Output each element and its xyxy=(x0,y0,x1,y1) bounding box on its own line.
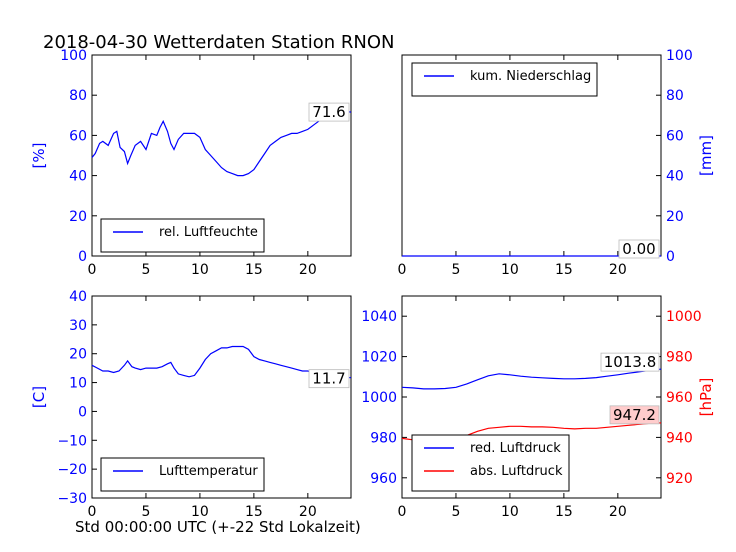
annotation-box xyxy=(609,405,660,425)
annotation-label: 0.00 xyxy=(622,240,655,258)
y-tick-label: 1040 xyxy=(361,309,397,325)
pressure-ylabel: [hPa] xyxy=(697,378,715,417)
legend-box xyxy=(100,457,265,492)
y-tick-label: 100 xyxy=(666,48,693,64)
legend-entry: Lufttemperatur xyxy=(159,464,258,479)
pressure-legend: red. Luftdruck abs. Luftdruck xyxy=(411,434,570,492)
annotation-box xyxy=(308,102,350,122)
x-tick-label: 0 xyxy=(398,262,407,278)
y-tick-label: 20 xyxy=(666,209,684,225)
pressure-ticks: 0 5 10 15 20 960 980 1000 1020 1040 920 940 960 980 10… xyxy=(361,296,702,520)
y-tick-label: 0 xyxy=(78,249,87,265)
annotation-box xyxy=(600,352,660,372)
y-tick-label: 80 xyxy=(666,88,684,104)
pressure-annotation: 1013.8 947.2 xyxy=(600,352,660,425)
y-tick-label: 40 xyxy=(666,169,684,185)
humidity-series-line xyxy=(91,108,352,177)
x-tick-label: 20 xyxy=(299,504,317,520)
y-tick-label: 960 xyxy=(370,471,397,487)
humidity-panel: 0 5 10 15 20 0 20 40 60 80 100 [%] rel. Luftfeucht… xyxy=(30,48,352,278)
x-tick-label: 15 xyxy=(555,262,573,278)
y-tick-label: 40 xyxy=(69,289,87,305)
annotation-label: 71.6 xyxy=(312,103,345,121)
x-tick-label: 0 xyxy=(88,262,97,278)
temperature-panel: 0 5 10 15 20 −30 −20 −10 0 10 20 30 40 [C] Lufttempe… xyxy=(30,289,352,520)
page-title: 2018-04-30 Wetterdaten Station RNON xyxy=(43,32,394,53)
temperature-ylabel: [C] xyxy=(30,386,48,408)
y-tick-label: −30 xyxy=(57,491,87,507)
legend-box xyxy=(411,62,598,97)
x-tick-label: 0 xyxy=(88,504,97,520)
x-tick-label: 20 xyxy=(609,262,627,278)
x-tick-label: 0 xyxy=(398,504,407,520)
humidity-ticks: 0 5 10 15 20 0 20 40 60 80 100 xyxy=(60,48,316,278)
y-tick-label: 1000 xyxy=(666,309,702,325)
temperature-ticks: 0 5 10 15 20 −30 −20 −10 0 10 20 30 40 xyxy=(57,289,316,520)
x-tick-label: 20 xyxy=(609,504,627,520)
y-tick-label: 0 xyxy=(78,404,87,420)
x-tick-label: 10 xyxy=(501,504,519,520)
legend-entry: rel. Luftfeuchte xyxy=(159,225,258,240)
y-tick-label: 80 xyxy=(69,88,87,104)
annotation-label: 947.2 xyxy=(613,406,656,424)
x-tick-label: 10 xyxy=(191,262,209,278)
x-tick-label: 5 xyxy=(141,262,150,278)
pressure-red-series-line xyxy=(401,368,662,390)
precip-ticks: 0 5 10 15 20 0 20 40 60 80 100 xyxy=(398,48,693,278)
legend-box xyxy=(100,218,265,253)
humidity-ylabel: [%] xyxy=(30,143,48,169)
x-tick-label: 5 xyxy=(451,262,460,278)
y-tick-label: 1000 xyxy=(361,390,397,406)
annotation-label: 11.7 xyxy=(312,370,345,388)
legend-box xyxy=(411,434,570,492)
y-tick-label: 940 xyxy=(666,430,693,446)
x-tick-label: 5 xyxy=(451,504,460,520)
y-tick-label: 1020 xyxy=(361,350,397,366)
y-tick-label: 20 xyxy=(69,347,87,363)
y-tick-label: 920 xyxy=(666,471,693,487)
y-tick-label: −10 xyxy=(57,433,87,449)
y-tick-label: 60 xyxy=(666,128,684,144)
humidity-legend: rel. Luftfeuchte xyxy=(100,218,265,253)
y-tick-label: 30 xyxy=(69,318,87,334)
precip-legend: kum. Niederschlag xyxy=(411,62,598,97)
y-tick-label: 960 xyxy=(666,390,693,406)
y-tick-label: 100 xyxy=(60,48,87,64)
x-tick-label: 10 xyxy=(191,504,209,520)
legend-entry: red. Luftdruck xyxy=(470,441,561,456)
x-tick-label: 15 xyxy=(555,504,573,520)
precip-ylabel: [mm] xyxy=(697,135,715,176)
temperature-annotation: 11.7 xyxy=(308,369,350,389)
y-tick-label: 10 xyxy=(69,376,87,392)
annotation-box xyxy=(618,239,660,259)
x-tick-label: 20 xyxy=(299,262,317,278)
legend-entry: kum. Niederschlag xyxy=(470,69,591,84)
temperature-legend: Lufttemperatur xyxy=(100,457,265,492)
annotation-label: 1013.8 xyxy=(604,353,657,371)
footer-xlabel: Std 00:00:00 UTC (+-22 Std Lokalzeit) xyxy=(75,518,361,536)
humidity-annotation: 71.6 xyxy=(308,102,350,122)
y-tick-label: 20 xyxy=(69,209,87,225)
x-tick-label: 10 xyxy=(501,262,519,278)
temperature-series-line xyxy=(91,345,352,379)
y-tick-label: 980 xyxy=(370,430,397,446)
precip-panel: 0 5 10 15 20 0 20 40 60 80 100 [mm] kum. Niedersch… xyxy=(398,48,715,278)
annotation-box xyxy=(308,369,350,389)
x-tick-label: 5 xyxy=(141,504,150,520)
pressure-panel: 0 5 10 15 20 960 980 1000 1020 1040 920 940 960 980 10… xyxy=(361,295,715,520)
legend-entry: abs. Luftdruck xyxy=(470,464,563,479)
precip-annotation: 0.00 xyxy=(618,239,660,259)
x-tick-label: 15 xyxy=(245,504,263,520)
y-tick-label: 0 xyxy=(666,249,675,265)
y-tick-label: −20 xyxy=(57,462,87,478)
y-tick-label: 60 xyxy=(69,128,87,144)
y-tick-label: 980 xyxy=(666,350,693,366)
x-tick-label: 15 xyxy=(245,262,263,278)
y-tick-label: 40 xyxy=(69,169,87,185)
